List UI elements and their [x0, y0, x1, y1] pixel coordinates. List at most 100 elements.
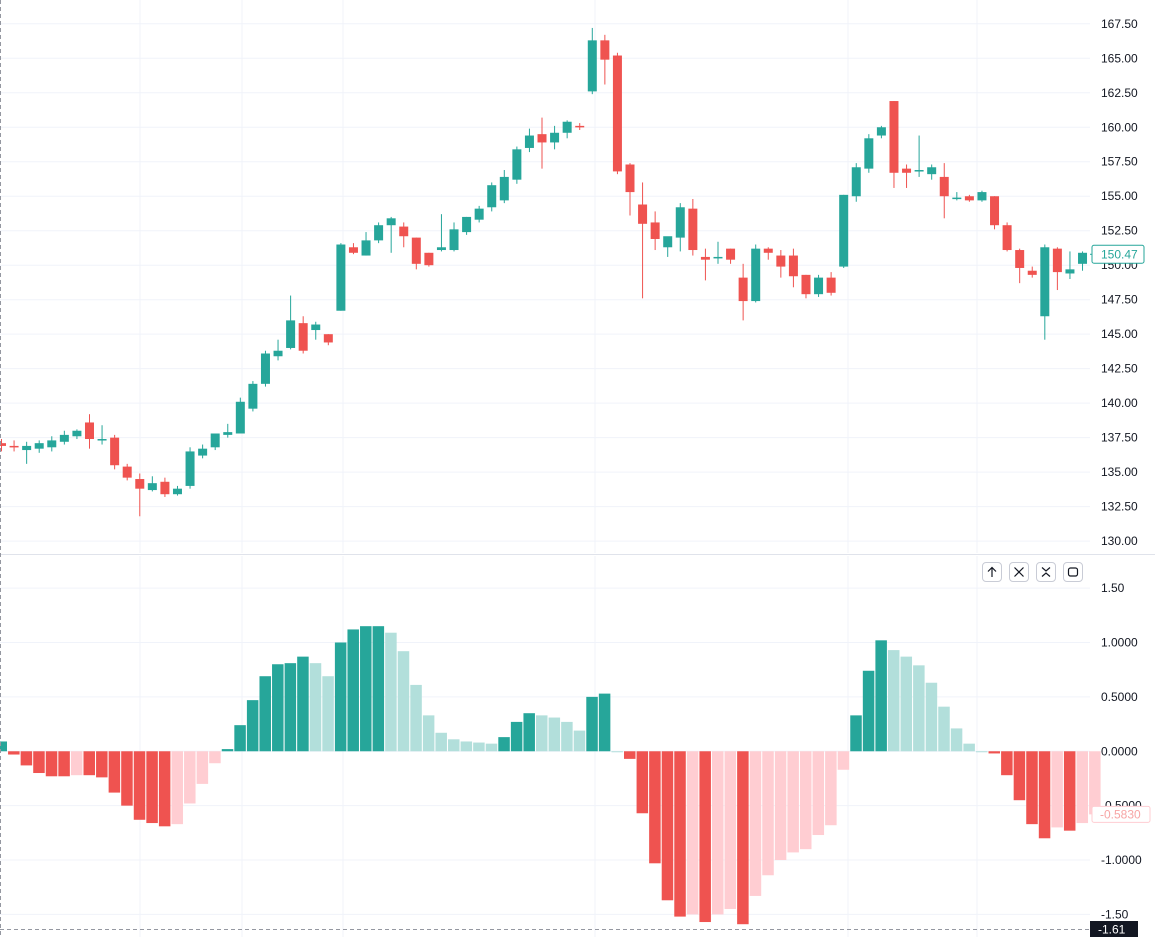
candle-body: [374, 225, 384, 241]
grid: [0, 0, 1090, 937]
oscillator-tick-label: 0.0000: [1101, 744, 1138, 758]
candle-body: [47, 440, 57, 448]
candle-body: [751, 248, 761, 302]
candle-body: [638, 204, 648, 224]
collapse-icon: [1041, 567, 1051, 577]
last-oscillator-label: -0.5830: [1100, 807, 1141, 821]
candle: [562, 120, 572, 139]
oscillator-tick-label: 1.50: [1101, 581, 1125, 595]
candle: [323, 334, 333, 346]
price-tick-label: 157.50: [1101, 155, 1138, 169]
candle-body: [122, 466, 132, 478]
candle: [0, 439, 6, 452]
candle: [411, 237, 421, 270]
candle: [952, 192, 962, 201]
crosshair-value-label: -1.61: [1098, 923, 1126, 937]
last-price-label: 150.47: [1101, 247, 1138, 261]
oscillator-tick-label: 0.5000: [1101, 690, 1138, 704]
candle-body: [147, 483, 157, 491]
histogram-bar: [347, 629, 359, 752]
histogram-bar: [950, 728, 963, 752]
candle-body: [499, 176, 509, 201]
arrow-up-icon: [987, 566, 997, 577]
histogram-bar: [887, 650, 900, 752]
histogram-bar: [862, 670, 875, 752]
collapse-pane-button[interactable]: [1036, 562, 1056, 582]
candle: [436, 214, 446, 252]
maximize-pane-button[interactable]: [1063, 562, 1083, 582]
candle-body: [977, 192, 987, 201]
candle-body: [336, 244, 346, 311]
candle: [110, 434, 120, 470]
candle: [763, 247, 773, 260]
price-tick-label: 142.50: [1101, 362, 1138, 376]
histogram-bar: [8, 751, 20, 755]
candle-body: [663, 236, 673, 248]
candle: [449, 222, 459, 252]
histogram-bar: [523, 713, 535, 752]
histogram-bar: [548, 717, 561, 752]
close-pane-button[interactable]: [1009, 562, 1029, 582]
candle-body: [713, 256, 723, 259]
histogram-bar: [221, 749, 234, 752]
histogram-bar: [246, 700, 259, 752]
histogram-bar: [988, 751, 1001, 754]
candle-body: [424, 252, 434, 266]
candle-body: [273, 350, 283, 357]
price-pane[interactable]: 167.50 165.00 162.50 160.00 157.50 155.00 152.…: [0, 17, 1138, 548]
candle-body: [160, 481, 170, 495]
histogram-bar: [611, 751, 623, 753]
histogram-bar: [460, 741, 473, 752]
histogram-bar: [70, 751, 83, 776]
histogram-bar: [624, 751, 636, 759]
oscillator-axis[interactable]: 1.501.00000.50000.0000-0.5000-1.0000-1.5…: [1101, 581, 1142, 921]
candle: [726, 248, 736, 264]
candle: [172, 485, 182, 496]
candle-body: [675, 207, 685, 238]
candle-body: [248, 383, 258, 409]
histogram-bar: [410, 684, 422, 752]
candle-body: [110, 437, 120, 466]
histogram-bar: [938, 706, 950, 752]
price-tick-label: 160.00: [1101, 120, 1138, 134]
candle: [210, 433, 220, 451]
histogram-bar: [724, 751, 737, 909]
candle: [1040, 244, 1050, 340]
histogram-bar: [1063, 751, 1076, 831]
histogram-bar: [33, 751, 45, 774]
candle: [198, 444, 208, 459]
candle: [298, 316, 308, 354]
histogram-bar: [913, 665, 925, 752]
price-axis[interactable]: 167.50 165.00 162.50 160.00 157.50 155.00 152.…: [1101, 17, 1138, 548]
histogram-bar: [686, 751, 699, 915]
candle: [1015, 248, 1025, 284]
price-tick-label: 165.00: [1101, 51, 1138, 65]
candle-body: [851, 167, 861, 197]
candle-body: [575, 125, 585, 128]
histogram-bar: [121, 751, 133, 806]
candle: [939, 163, 949, 219]
price-tick-label: 167.50: [1101, 17, 1138, 31]
candle-body: [323, 334, 333, 343]
candle: [851, 163, 861, 202]
move-pane-up-button[interactable]: [982, 562, 1002, 582]
candle: [902, 164, 912, 188]
candle: [1027, 266, 1037, 278]
oscillator-pane[interactable]: 1.501.00000.50000.0000-0.5000-1.0000-1.5…: [0, 581, 1142, 925]
histogram-bar: [485, 743, 498, 752]
histogram-bar: [234, 725, 246, 752]
candle-body: [952, 197, 962, 200]
candle-body: [726, 248, 736, 260]
candle: [1052, 247, 1062, 291]
histogram-bar: [158, 751, 171, 827]
candle-body: [512, 149, 522, 180]
candle: [675, 203, 685, 252]
candle: [97, 425, 107, 445]
candle-body: [738, 277, 748, 302]
price-tick-label: 145.00: [1101, 327, 1138, 341]
candle: [474, 205, 484, 223]
candle: [977, 190, 987, 202]
candle-body: [876, 127, 886, 136]
candle-body: [788, 255, 798, 277]
